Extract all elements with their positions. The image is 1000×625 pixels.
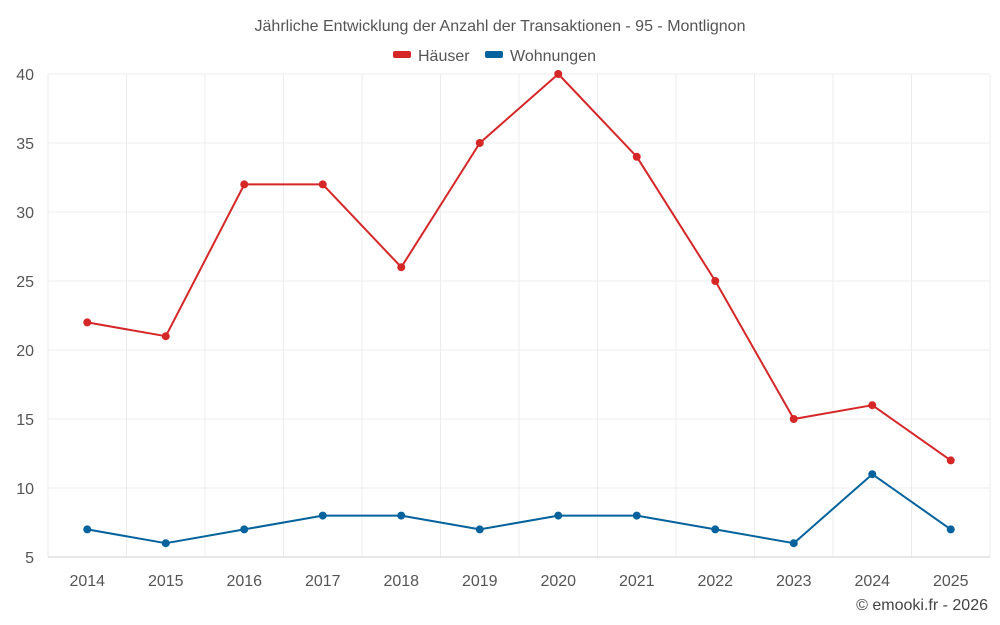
y-tick-label: 25	[16, 274, 34, 291]
x-tick-label: 2016	[226, 573, 262, 590]
x-tick-label: 2018	[383, 573, 419, 590]
x-tick-label: 2025	[933, 573, 969, 590]
data-point[interactable]	[554, 70, 563, 78]
series	[83, 70, 955, 548]
x-tick-label: 2014	[69, 573, 105, 590]
x-tick-label: 2019	[462, 573, 498, 590]
data-point[interactable]	[475, 139, 484, 147]
data-point[interactable]	[318, 511, 327, 520]
x-tick-label: 2024	[854, 573, 890, 590]
data-point[interactable]	[83, 318, 92, 327]
series-line	[87, 73, 952, 462]
data-point[interactable]	[475, 525, 484, 534]
chart-title: Jährliche Entwicklung der Anzahl der Tra…	[255, 18, 746, 35]
data-point[interactable]	[318, 180, 327, 189]
legend-item-wohnungen[interactable]: Wohnungen	[485, 48, 596, 65]
x-tick-label: 2020	[540, 573, 576, 590]
series-haeuser	[83, 70, 955, 465]
data-point[interactable]	[946, 525, 955, 534]
x-tick-label: 2023	[776, 573, 812, 590]
data-point[interactable]	[240, 525, 249, 534]
data-point[interactable]	[161, 539, 170, 548]
grid	[47, 73, 991, 557]
legend: Häuser Wohnungen	[393, 48, 596, 65]
legend-swatch-haeuser	[393, 51, 411, 58]
data-point[interactable]	[397, 511, 406, 520]
data-point[interactable]	[711, 525, 720, 534]
y-tick-label: 40	[16, 67, 34, 84]
data-point[interactable]	[711, 277, 720, 285]
legend-swatch-wohnungen	[485, 51, 503, 58]
data-point[interactable]	[397, 263, 406, 272]
x-tick-label: 2017	[305, 573, 341, 590]
legend-item-haeuser[interactable]: Häuser	[393, 48, 470, 65]
y-tick-label: 15	[16, 412, 34, 429]
y-tick-label: 5	[25, 550, 34, 567]
data-point[interactable]	[161, 332, 170, 341]
credit-text: © emooki.fr - 2026	[856, 597, 988, 614]
x-tick-label: 2022	[697, 573, 733, 590]
data-point[interactable]	[632, 152, 641, 161]
data-point[interactable]	[554, 511, 563, 520]
data-point[interactable]	[240, 180, 249, 189]
data-point[interactable]	[868, 401, 877, 410]
y-tick-label: 20	[16, 343, 34, 360]
data-point[interactable]	[868, 470, 877, 479]
series-line	[87, 473, 952, 545]
x-tick-label: 2015	[148, 573, 184, 590]
data-point[interactable]	[789, 415, 798, 423]
legend-label-wohnungen: Wohnungen	[510, 48, 596, 65]
data-point[interactable]	[789, 539, 798, 548]
data-point[interactable]	[632, 511, 641, 520]
data-point[interactable]	[946, 456, 955, 465]
y-tick-label: 10	[16, 481, 34, 498]
y-tick-label: 35	[16, 136, 34, 153]
series-wohnungen	[83, 470, 955, 548]
x-tick-label: 2021	[619, 573, 655, 590]
y-tick-label: 30	[16, 205, 34, 222]
legend-label-haeuser: Häuser	[418, 48, 470, 65]
data-point[interactable]	[83, 525, 92, 534]
